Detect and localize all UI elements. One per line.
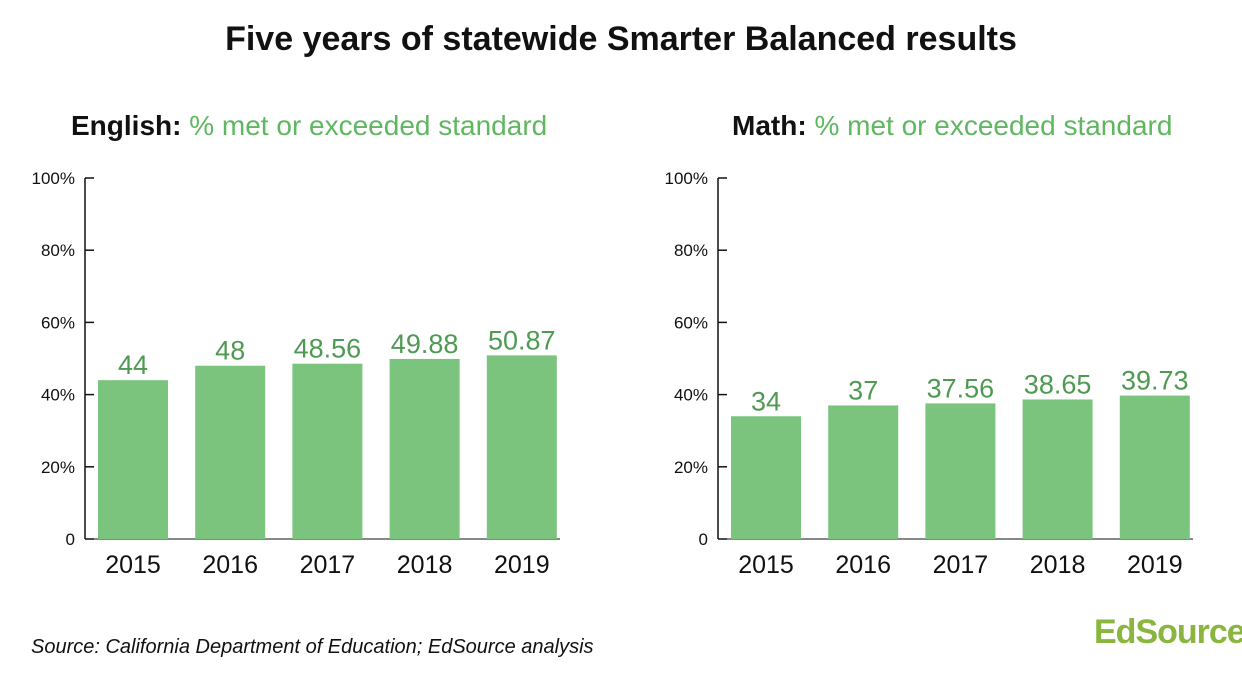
math-data-label: 39.73: [1121, 366, 1189, 396]
math-x-tick-label: 2015: [738, 551, 794, 579]
english-y-tick-label: 80%: [41, 241, 75, 260]
english-x-tick-label: 2019: [494, 551, 550, 579]
english-x-tick-label: 2017: [300, 551, 356, 579]
english-data-label: 48: [215, 336, 245, 366]
chart-title: Five years of statewide Smarter Balanced…: [225, 20, 1017, 58]
english-y-tick-label: 40%: [41, 386, 75, 405]
english-y-tick-label: 60%: [41, 313, 75, 332]
math-y-tick-label: 80%: [674, 241, 708, 260]
english-title-lead: English:: [71, 110, 182, 141]
math-bar: [1022, 399, 1093, 539]
source-note: Source: California Department of Educati…: [31, 636, 594, 658]
math-title-lead: Math:: [732, 110, 807, 141]
math-data-label: 38.65: [1024, 369, 1092, 399]
math-bar: [828, 405, 899, 539]
math-bar: [1119, 395, 1190, 539]
math-title-rest: % met or exceeded standard: [814, 110, 1173, 141]
english-bar: [486, 355, 557, 539]
math-data-label: 34: [751, 386, 781, 416]
english-y-tick-label: 0: [66, 530, 75, 549]
edsource-logo: EdSource: [1094, 613, 1242, 651]
math-x-tick-label: 2018: [1030, 551, 1086, 579]
math-bar: [731, 416, 801, 539]
english-y-tick-label: 20%: [41, 458, 75, 477]
english-y-tick-label: 100%: [32, 169, 75, 188]
english-bar: [195, 365, 266, 539]
math-panel-title: Math: % met or exceeded standard: [732, 110, 1172, 142]
english-x-tick-label: 2015: [105, 551, 161, 579]
math-x-tick-label: 2019: [1127, 551, 1183, 579]
math-x-tick-label: 2017: [933, 551, 989, 579]
math-y-tick-label: 0: [699, 530, 708, 549]
math-y-tick-label: 40%: [674, 386, 708, 405]
math-y-tick-label: 100%: [665, 169, 708, 188]
english-bar: [292, 363, 363, 539]
math-bar: [925, 403, 996, 539]
english-bar: [98, 380, 168, 539]
math-y-tick-label: 20%: [674, 458, 708, 477]
english-data-label: 49.88: [391, 329, 459, 359]
english-x-tick-label: 2018: [397, 551, 453, 579]
english-data-label: 50.87: [488, 325, 556, 355]
math-data-label: 37: [848, 375, 878, 405]
english-x-tick-label: 2016: [202, 551, 258, 579]
math-data-label: 37.56: [927, 373, 995, 403]
math-x-tick-label: 2016: [835, 551, 891, 579]
english-bar: [389, 358, 460, 539]
english-data-label: 48.56: [294, 334, 362, 364]
english-title-rest: % met or exceeded standard: [189, 110, 548, 141]
english-panel-title: English: % met or exceeded standard: [71, 110, 547, 142]
math-y-tick-label: 60%: [674, 313, 708, 332]
english-data-label: 44: [118, 350, 148, 380]
